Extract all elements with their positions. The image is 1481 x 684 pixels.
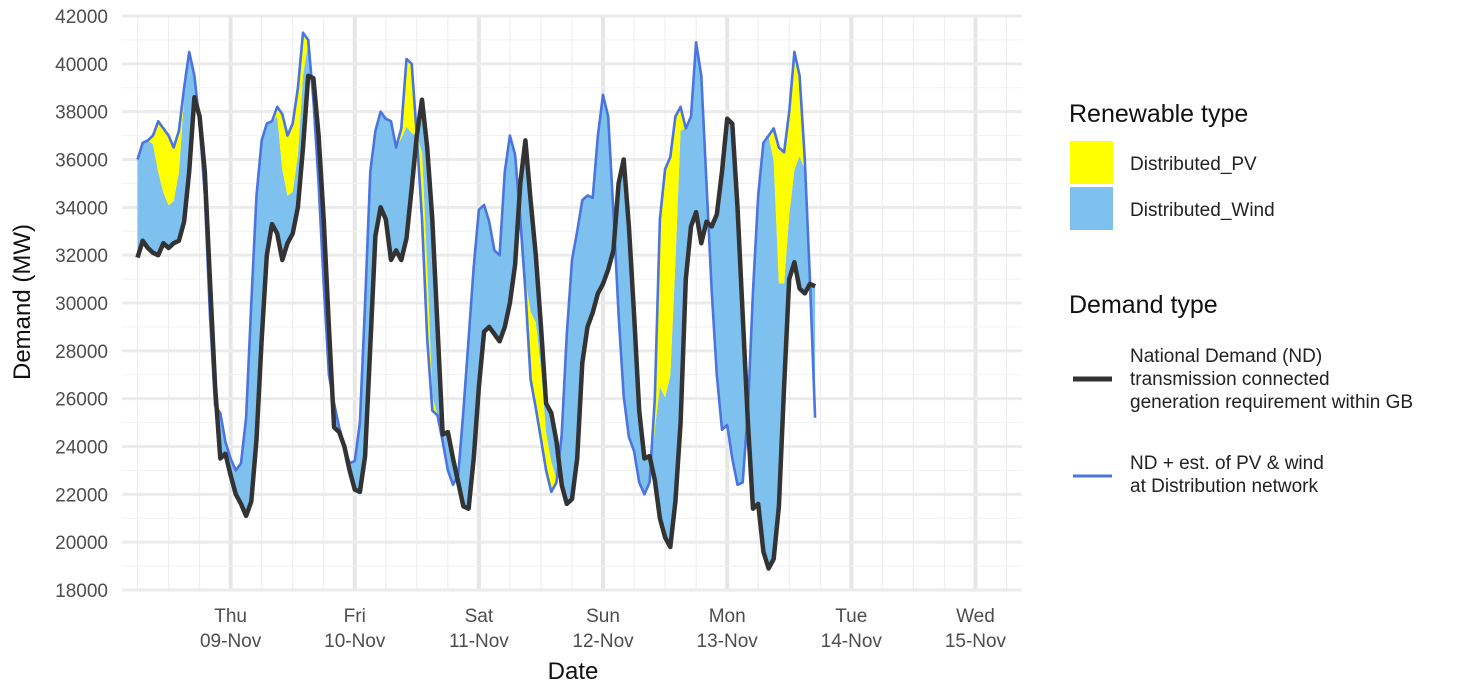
x-tick-date: 15-Nov <box>945 631 1007 652</box>
y-tick-label: 22000 <box>55 485 108 506</box>
y-axis: 18000 20000 22000 24000 26000 28000 30000 32000… <box>55 7 108 602</box>
legend-title-renewable: Renewable type <box>1069 100 1248 128</box>
y-tick-label: 38000 <box>55 103 108 124</box>
x-axis-title: Date <box>548 658 599 684</box>
legend-label-dist-1: ND + est. of PV & wind <box>1130 453 1324 474</box>
legend-swatch-wind <box>1070 187 1113 230</box>
x-tick-day: Thu <box>214 606 247 627</box>
y-axis-title: Demand (MW) <box>9 224 36 380</box>
legend-label-nd-3: generation requirement within GB <box>1130 392 1413 413</box>
x-tick-date: 09-Nov <box>200 631 262 652</box>
x-tick-date: 10-Nov <box>324 631 386 652</box>
y-tick-label: 42000 <box>55 7 108 28</box>
y-tick-label: 34000 <box>55 198 108 219</box>
demand-lines <box>135 31 817 571</box>
legend-title-demand: Demand type <box>1069 291 1218 319</box>
y-tick-label: 20000 <box>55 533 108 554</box>
y-tick-label: 18000 <box>55 581 108 602</box>
x-tick-day: Sun <box>586 606 620 627</box>
x-tick-date: 14-Nov <box>821 631 883 652</box>
x-tick-day: Sat <box>465 606 494 627</box>
legend-label-nd-1: National Demand (ND) <box>1130 346 1322 367</box>
x-tick-day: Tue <box>835 606 867 627</box>
area-distributed-wind <box>137 42 816 569</box>
y-tick-label: 40000 <box>55 55 108 76</box>
legend-label-nd-2: transmission connected <box>1130 369 1330 390</box>
legend-label-dist-2: at Distribution network <box>1130 476 1318 497</box>
x-tick-day: Fri <box>344 606 366 627</box>
legend: Renewable type Distributed_PV Distribute… <box>1069 100 1413 497</box>
x-axis: Thu 09-Nov Fri 10-Nov Sat 11-Nov Sun 12-Nov Mon 1… <box>200 606 1007 652</box>
renewable-areas <box>137 32 816 569</box>
x-tick-date: 13-Nov <box>697 631 759 652</box>
x-tick-date: 12-Nov <box>572 631 634 652</box>
x-tick-date: 11-Nov <box>449 631 509 652</box>
y-tick-label: 32000 <box>55 246 108 267</box>
x-tick-day: Wed <box>956 606 995 627</box>
y-tick-label: 30000 <box>55 294 108 315</box>
line-nd-plus-distribution <box>136 31 817 496</box>
line-national-demand <box>135 73 817 571</box>
y-tick-label: 26000 <box>55 390 108 411</box>
x-tick-day: Mon <box>709 606 746 627</box>
legend-label-wind: Distributed_Wind <box>1130 200 1275 221</box>
legend-label-pv: Distributed_PV <box>1130 154 1257 175</box>
y-tick-label: 24000 <box>55 438 108 459</box>
y-tick-label: 28000 <box>55 342 108 363</box>
y-tick-label: 36000 <box>55 151 108 172</box>
legend-swatch-pv <box>1070 141 1113 184</box>
